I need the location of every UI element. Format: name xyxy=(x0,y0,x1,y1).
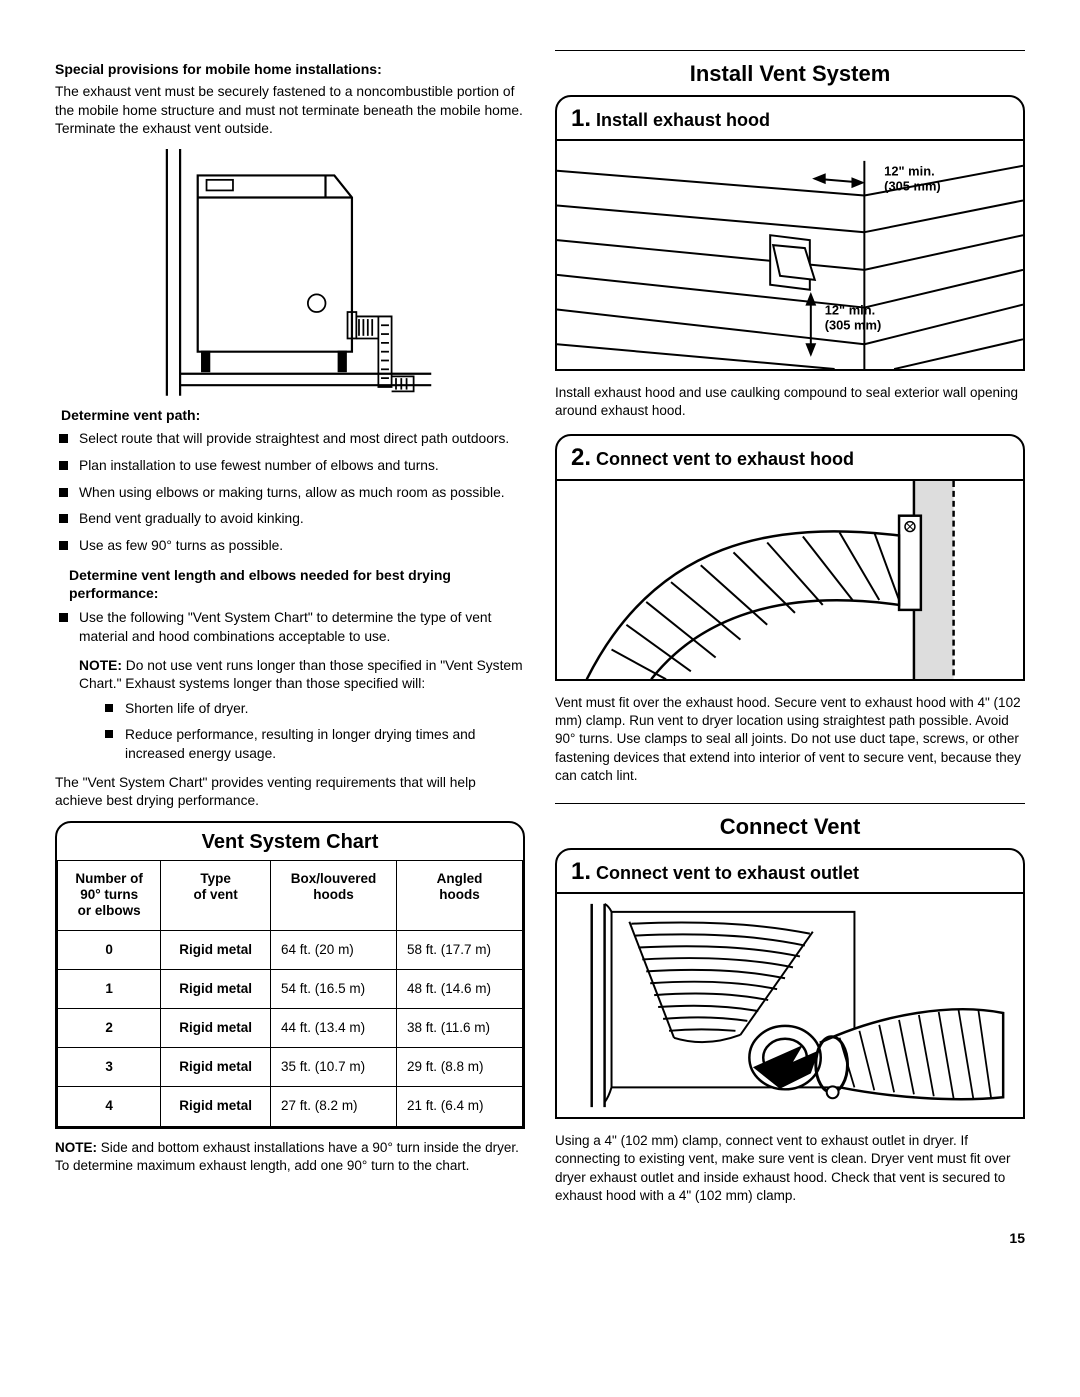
note-sub-bullets: Shorten life of dryer. Reduce performanc… xyxy=(101,700,525,764)
step-2-box: 2. Connect vent to exhaust hood xyxy=(555,434,1025,480)
col-type: Typeof vent xyxy=(161,860,271,930)
page: Special provisions for mobile home insta… xyxy=(55,50,1025,1205)
table-row: 2Rigid metal44 ft. (13.4 m)38 ft. (11.6 … xyxy=(58,1008,523,1047)
list-item: Use as few 90° turns as possible. xyxy=(55,537,525,556)
note-label: NOTE: xyxy=(79,658,122,673)
dim1b: (305 mm) xyxy=(884,179,941,194)
list-item: Use the following "Vent System Chart" to… xyxy=(55,609,525,763)
chart-note-label: NOTE: xyxy=(55,1140,97,1155)
chart-note-text: Side and bottom exhaust installations ha… xyxy=(55,1140,519,1173)
connect-outlet-diagram xyxy=(555,894,1025,1119)
length-bullets: Use the following "Vent System Chart" to… xyxy=(55,609,525,763)
caption-3: Using a 4" (102 mm) clamp, connect vent … xyxy=(555,1132,1025,1205)
step-1-num: 1. xyxy=(571,105,591,132)
list-item: Plan installation to use fewest number o… xyxy=(55,457,525,476)
provisions-text: The exhaust vent must be securely fasten… xyxy=(55,83,525,139)
list-item: Bend vent gradually to avoid kinking. xyxy=(55,510,525,529)
col-angled: Angledhoods xyxy=(397,860,523,930)
dim2a: 12" min. xyxy=(825,303,875,318)
chart-title: Vent System Chart xyxy=(57,823,523,860)
caption-2: Vent must fit over the exhaust hood. Sec… xyxy=(555,694,1025,785)
col-turns: Number of90° turnsor elbows xyxy=(58,860,161,930)
page-number: 15 xyxy=(55,1229,1025,1248)
caption-1: Install exhaust hood and use caulking co… xyxy=(555,384,1025,420)
chart-intro: The "Vent System Chart" provides venting… xyxy=(55,774,525,811)
table-header-row: Number of90° turnsor elbows Typeof vent … xyxy=(58,860,523,930)
determine-path-heading: Determine vent path: xyxy=(61,406,525,425)
dim1a: 12" min. xyxy=(884,164,934,179)
step-2-num: 2. xyxy=(571,444,591,471)
col-box: Box/louveredhoods xyxy=(271,860,397,930)
left-column: Special provisions for mobile home insta… xyxy=(55,50,525,1205)
divider xyxy=(555,50,1025,51)
install-vent-title: Install Vent System xyxy=(555,59,1025,89)
step-1-box: 1. Install exhaust hood xyxy=(555,95,1025,141)
path-bullets: Select route that will provide straighte… xyxy=(55,430,525,555)
dryer-diagram xyxy=(114,149,467,396)
step-3-num: 1. xyxy=(571,858,591,885)
table-row: 0Rigid metal64 ft. (20 m)58 ft. (17.7 m) xyxy=(58,930,523,969)
connect-vent-diagram xyxy=(555,481,1025,681)
right-column: Install Vent System 1. Install exhaust h… xyxy=(555,50,1025,1205)
list-item: Reduce performance, resulting in longer … xyxy=(101,726,525,763)
note-block: NOTE: Do not use vent runs longer than t… xyxy=(79,657,525,694)
list-item: When using elbows or making turns, allow… xyxy=(55,484,525,503)
note-text: Do not use vent runs longer than those s… xyxy=(79,658,523,692)
step-3-label: Connect vent to exhaust outlet xyxy=(591,863,859,883)
table-row: 1Rigid metal54 ft. (16.5 m)48 ft. (14.6 … xyxy=(58,969,523,1008)
table-row: 4Rigid metal27 ft. (8.2 m)21 ft. (6.4 m) xyxy=(58,1087,523,1126)
provisions-heading: Special provisions for mobile home insta… xyxy=(55,60,525,79)
determine-length-heading: Determine vent length and elbows needed … xyxy=(69,566,525,604)
length-bullet-text: Use the following "Vent System Chart" to… xyxy=(79,610,491,644)
divider xyxy=(555,803,1025,804)
chart-note: NOTE: Side and bottom exhaust installati… xyxy=(55,1139,525,1175)
connect-vent-title: Connect Vent xyxy=(555,812,1025,842)
list-item: Select route that will provide straighte… xyxy=(55,430,525,449)
exhaust-hood-diagram: 12" min. (305 mm) 12" min. (305 mm) xyxy=(555,141,1025,371)
dim2b: (305 mm) xyxy=(825,317,882,332)
vent-system-chart: Vent System Chart Number of90° turnsor e… xyxy=(55,821,525,1129)
chart-table: Number of90° turnsor elbows Typeof vent … xyxy=(57,860,523,1127)
step-3-box: 1. Connect vent to exhaust outlet xyxy=(555,848,1025,894)
list-item: Shorten life of dryer. xyxy=(101,700,525,719)
step-2-label: Connect vent to exhaust hood xyxy=(591,449,854,469)
table-row: 3Rigid metal35 ft. (10.7 m)29 ft. (8.8 m… xyxy=(58,1048,523,1087)
step-1-label: Install exhaust hood xyxy=(591,110,770,130)
